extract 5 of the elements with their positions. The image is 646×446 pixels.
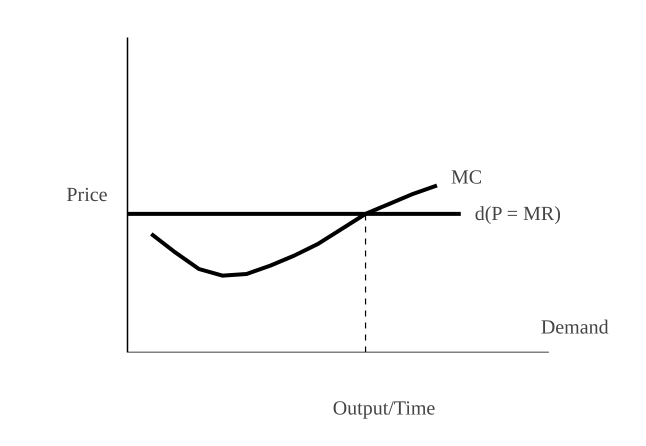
annotation: Demand: [540, 316, 609, 338]
x-axis-title: Output/Time: [332, 398, 436, 420]
y-axis-title: Price: [66, 184, 108, 206]
series-label: MC: [450, 166, 482, 188]
series-label: d(P = MR): [474, 202, 561, 225]
